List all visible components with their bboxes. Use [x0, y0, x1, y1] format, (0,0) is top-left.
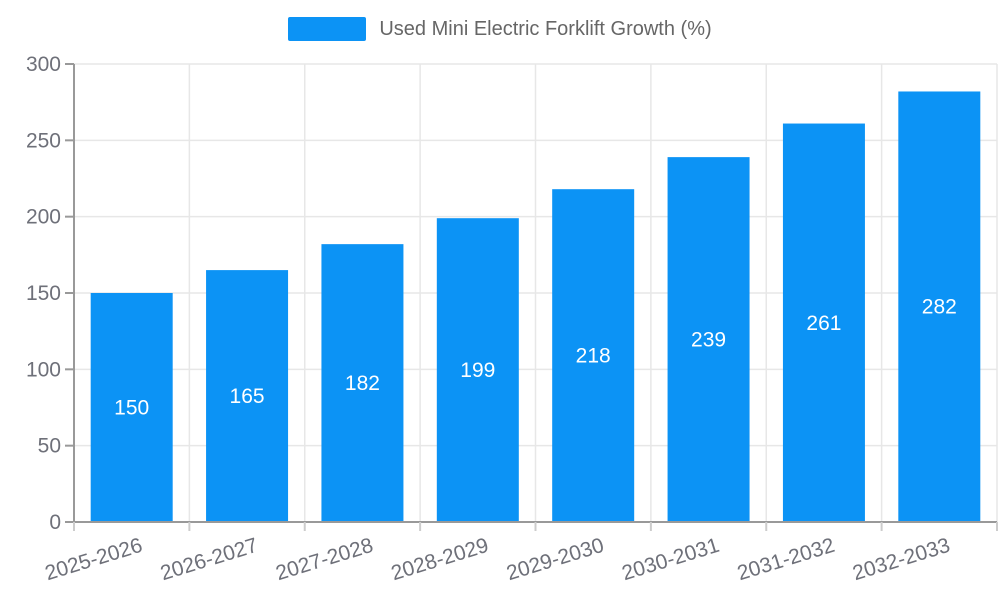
y-tick-label: 200	[26, 206, 61, 229]
y-tick-labels: 0 50 100 150 200 250 300	[26, 53, 61, 534]
x-tick-label: 2031-2032	[735, 534, 838, 585]
bar[interactable]	[206, 270, 289, 522]
bar-value-label: 150	[114, 397, 149, 420]
bar-value-label: 261	[806, 312, 841, 335]
x-tick-label: 2027-2028	[273, 534, 376, 585]
bar-value-label: 282	[922, 296, 957, 319]
axes	[65, 63, 998, 531]
bar[interactable]	[898, 91, 981, 522]
bar[interactable]	[782, 123, 865, 522]
bar-value-label: 165	[230, 385, 265, 408]
bar[interactable]	[90, 293, 173, 522]
bar-value-labels: 150 165 182 199 218 239 261 282	[114, 296, 957, 420]
y-tick-label: 300	[26, 53, 61, 76]
bars	[90, 91, 981, 523]
bar[interactable]	[552, 189, 635, 523]
bar-value-label: 239	[691, 329, 726, 352]
bar-value-label: 199	[460, 359, 495, 382]
legend[interactable]: Used Mini Electric Forklift Growth (%)	[0, 17, 1000, 41]
legend-label[interactable]: Used Mini Electric Forklift Growth (%)	[379, 18, 712, 40]
y-tick-label: 150	[26, 282, 61, 305]
bar-value-label: 218	[576, 345, 611, 368]
bar[interactable]	[667, 157, 750, 523]
x-tick-label: 2032-2033	[850, 534, 953, 585]
x-tick-labels: 2025-2026 2026-2027 2027-2028 2028-2029 2029…	[42, 534, 952, 585]
x-tick-label: 2029-2030	[504, 534, 607, 585]
bar[interactable]	[436, 218, 519, 522]
x-tick-label: 2028-2029	[389, 534, 492, 585]
x-tick-label: 2030-2031	[619, 534, 722, 585]
bar[interactable]	[321, 244, 404, 522]
x-tick-label: 2025-2026	[42, 534, 145, 585]
y-tick-label: 50	[38, 435, 61, 458]
bar-value-label: 182	[345, 372, 380, 395]
y-tick-label: 100	[26, 358, 61, 381]
y-tick-label: 250	[26, 129, 61, 152]
y-tick-label: 0	[49, 511, 61, 534]
x-tick-label: 2026-2027	[158, 534, 261, 585]
legend-swatch[interactable]	[288, 17, 367, 41]
